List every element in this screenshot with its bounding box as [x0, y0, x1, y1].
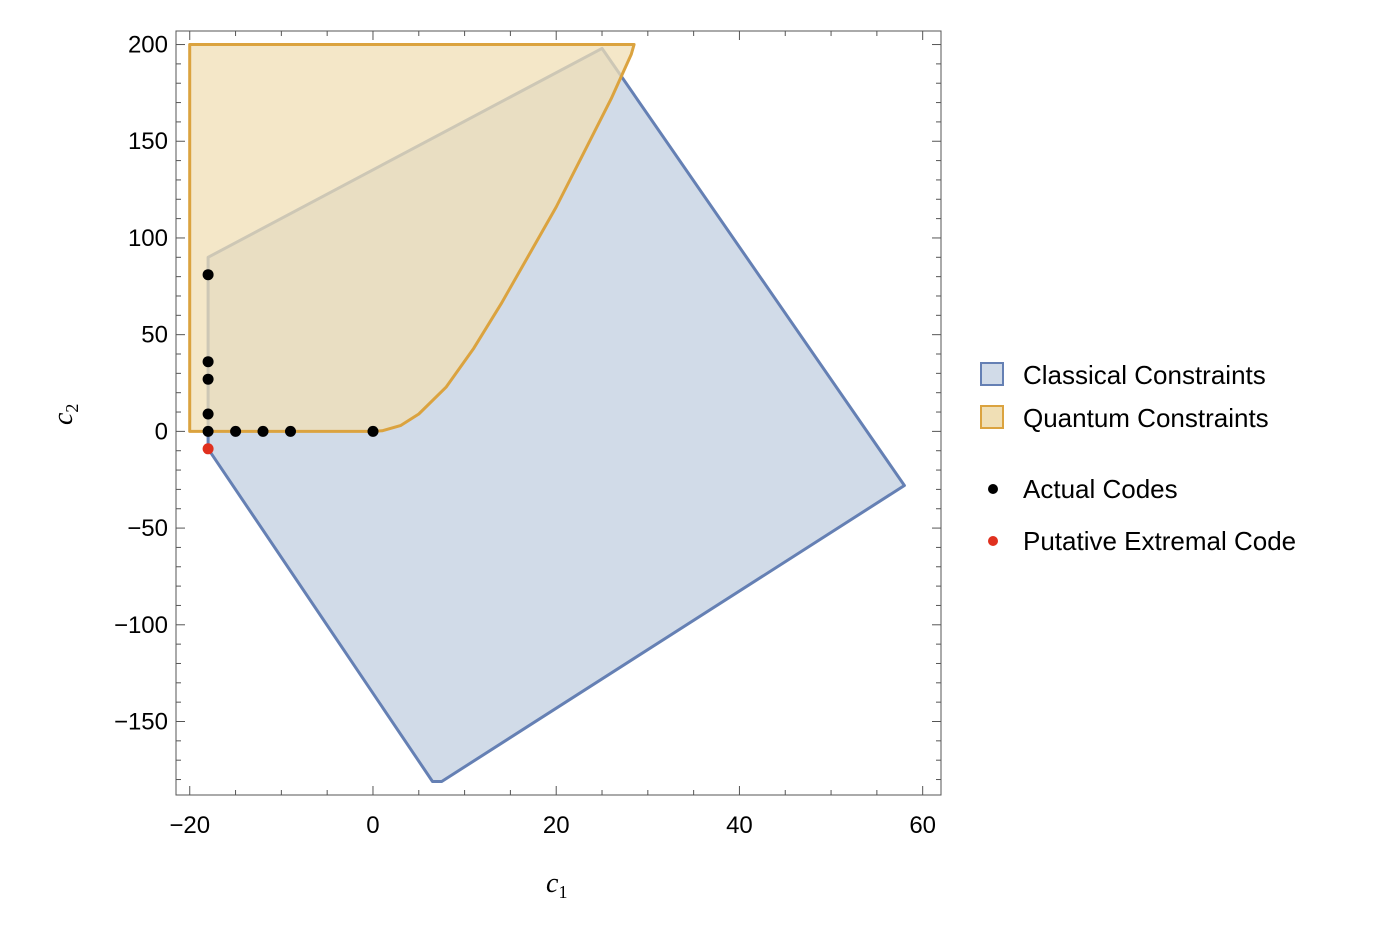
actual-code-point	[202, 356, 214, 368]
actual-code-point	[285, 425, 296, 437]
x-axis-label: c1	[546, 868, 567, 902]
y-tick-label: 150	[128, 128, 168, 155]
axis-ticks	[176, 31, 941, 795]
actual-code-point	[367, 425, 379, 437]
y-tick-label: 100	[128, 225, 168, 252]
code-points	[202, 269, 379, 455]
x-tick-label: 20	[543, 812, 570, 839]
legend-swatch-classical	[980, 362, 1004, 386]
x-tick-label: 60	[909, 812, 936, 839]
y-tick-label: −50	[127, 515, 168, 542]
y-tick-label: 50	[141, 322, 168, 349]
legend-swatch-quantum	[980, 405, 1004, 429]
y-axis-label: c2	[48, 404, 82, 425]
actual-code-point	[202, 408, 214, 420]
y-tick-label: 0	[155, 418, 168, 445]
x-tick-label: −20	[169, 812, 210, 839]
plot-frame	[175, 30, 942, 796]
tick-labels: −20 0 20 40 60 200 150 100 50 0 −50 −100 −150	[114, 32, 936, 839]
legend-label-classical: Classical Constraints	[1023, 360, 1266, 390]
legend-label-putative: Putative Extremal Code	[1023, 526, 1296, 556]
y-tick-label: −150	[114, 709, 168, 736]
actual-code-point	[257, 425, 269, 437]
actual-code-point	[202, 269, 214, 281]
constraint-regions	[188, 43, 906, 783]
actual-code-point	[202, 425, 214, 437]
actual-code-point	[202, 373, 214, 385]
legend-dot-putative	[988, 536, 998, 546]
y-tick-label: −100	[114, 612, 168, 639]
y-tick-label: 200	[128, 32, 168, 59]
legend-dot-actual	[988, 484, 998, 494]
putative-extremal-point	[202, 443, 214, 455]
legend: Classical Constraints Quantum Constraint…	[980, 360, 1296, 556]
legend-label-quantum: Quantum Constraints	[1023, 403, 1269, 433]
x-tick-label: 40	[726, 812, 753, 839]
actual-code-point	[230, 425, 242, 437]
x-tick-label: 0	[366, 812, 379, 839]
legend-label-actual: Actual Codes	[1023, 474, 1178, 504]
